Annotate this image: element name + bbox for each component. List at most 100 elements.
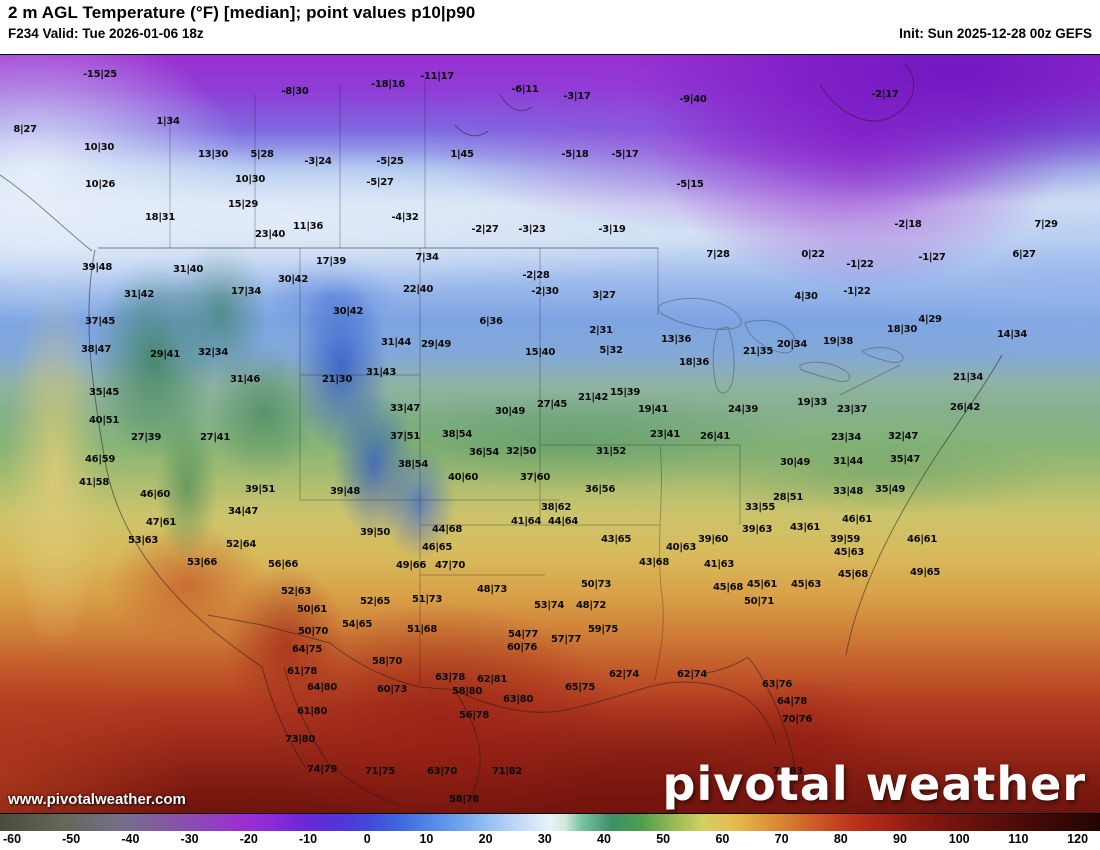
point-value: 37|51: [390, 431, 420, 442]
point-value: 44|68: [432, 524, 462, 535]
point-value: 65|75: [565, 682, 595, 693]
point-value: 60|76: [507, 642, 537, 653]
temperature-colorbar: -60 -50 -40 -30 -20 -10 0 10 20 30 40 50 60 70 80 90 100…: [0, 814, 1100, 850]
colorbar-tick-labels: -60 -50 -40 -30 -20 -10 0 10 20 30 40 50 60 70 80 90 100…: [0, 831, 1100, 849]
point-value: 28|51: [773, 492, 803, 503]
point-value: 39|48: [82, 262, 112, 273]
point-value: 38|54: [442, 429, 472, 440]
point-value: 46|61: [907, 534, 937, 545]
map-title: 2 m AGL Temperature (°F) [median]; point…: [8, 3, 476, 22]
point-value: 11|36: [293, 221, 323, 232]
point-value: 63|70: [427, 766, 457, 777]
colorbar-gradient: [0, 814, 1100, 831]
point-value: 21|34: [953, 372, 983, 383]
point-value: 51|68: [407, 624, 437, 635]
point-value: 44|64: [548, 516, 578, 527]
point-value: 58|78: [449, 794, 479, 805]
point-value: 4|29: [918, 314, 942, 325]
point-value: -5|27: [366, 177, 394, 188]
point-value: 21|42: [578, 392, 608, 403]
point-value: 63|80: [503, 694, 533, 705]
point-value: 31|40: [173, 264, 203, 275]
point-value: 39|59: [830, 534, 860, 545]
point-value: 47|70: [435, 560, 465, 571]
colorbar-tick: 20: [478, 832, 493, 846]
point-value: 49|66: [396, 560, 426, 571]
point-value: 48|72: [576, 600, 606, 611]
point-value: 30|42: [278, 274, 308, 285]
point-value: 32|34: [198, 347, 228, 358]
point-value: 50|70: [298, 626, 328, 637]
point-value: -1|22: [846, 259, 874, 270]
watermark-url: www.pivotalweather.com: [8, 791, 186, 808]
point-value: -8|30: [281, 86, 309, 97]
colorbar-tick: -50: [62, 832, 81, 846]
point-value: -1|22: [843, 286, 871, 297]
colorbar-tick: -10: [298, 832, 318, 846]
point-value: 36|54: [469, 447, 499, 458]
colorbar-tick: 0: [363, 832, 371, 846]
point-value: 43|61: [790, 522, 820, 533]
point-value: 38|54: [398, 459, 428, 470]
header: 2 m AGL Temperature (°F) [median]; point…: [0, 0, 1100, 54]
point-value: 32|50: [506, 446, 536, 457]
point-value: 20|34: [777, 339, 807, 350]
point-value: 35|47: [890, 454, 920, 465]
point-value: 39|51: [245, 484, 275, 495]
point-value: 60|73: [377, 684, 407, 695]
point-value: 40|60: [448, 472, 478, 483]
point-value: 23|37: [837, 404, 867, 415]
point-value: 13|30: [198, 149, 228, 160]
point-value: 64|80: [307, 682, 337, 693]
point-value: -3|23: [518, 224, 546, 235]
point-value: 63|78: [435, 672, 465, 683]
point-value: 31|44: [833, 456, 863, 467]
point-value: 36|56: [585, 484, 615, 495]
point-value: 45|68: [838, 569, 868, 580]
point-value: 50|61: [297, 604, 327, 615]
point-value: -1|27: [918, 252, 946, 263]
point-value: 47|61: [146, 517, 176, 528]
point-value: 21|30: [322, 374, 352, 385]
colorbar-tick: 120: [1067, 832, 1089, 846]
point-value: 35|49: [875, 484, 905, 495]
point-value: 31|43: [366, 367, 396, 378]
point-value: -3|17: [563, 91, 591, 102]
point-value: 43|68: [639, 557, 669, 568]
point-value: 64|75: [292, 644, 322, 655]
point-value: 61|78: [287, 666, 317, 677]
point-value: 39|48: [330, 486, 360, 497]
point-value: 31|44: [381, 337, 411, 348]
point-value: 30|49: [495, 406, 525, 417]
colorbar-tick: 10: [419, 832, 434, 846]
point-value: 3|27: [592, 290, 616, 301]
temperature-map[interactable]: -15|25 -8|30 -18|16 -11|17 -6|11 -3|17 -9|40 -2…: [0, 54, 1100, 814]
point-value: -2|28: [522, 270, 550, 281]
colorbar-tick: 40: [597, 832, 611, 846]
point-value: 62|74: [677, 669, 707, 680]
point-value: 33|48: [833, 486, 863, 497]
point-value: 7|34: [415, 252, 439, 263]
point-value: 13|36: [661, 334, 691, 345]
point-value: 50|71: [744, 596, 774, 607]
point-value: -5|18: [561, 149, 589, 160]
point-value: 51|73: [412, 594, 442, 605]
point-value: 61|80: [297, 706, 327, 717]
point-value: 57|77: [551, 634, 581, 645]
point-value: 58|80: [452, 686, 482, 697]
point-value: 40|63: [666, 542, 696, 553]
point-value: -18|16: [371, 79, 405, 90]
point-value: 71|75: [365, 766, 395, 777]
point-value: 53|74: [534, 600, 564, 611]
point-value: 6|36: [479, 316, 503, 327]
point-value: 41|58: [79, 477, 109, 488]
point-value: 32|47: [888, 431, 918, 442]
point-value: 5|32: [599, 345, 623, 356]
point-value: 18|36: [679, 357, 709, 368]
point-value: 71|82: [492, 766, 522, 777]
point-value: 45|63: [791, 579, 821, 590]
valid-time-label: F234 Valid: Tue 2026-01-06 18z: [8, 26, 204, 41]
point-value: 46|59: [85, 454, 115, 465]
point-value: 23|41: [650, 429, 680, 440]
point-value: -2|27: [471, 224, 499, 235]
